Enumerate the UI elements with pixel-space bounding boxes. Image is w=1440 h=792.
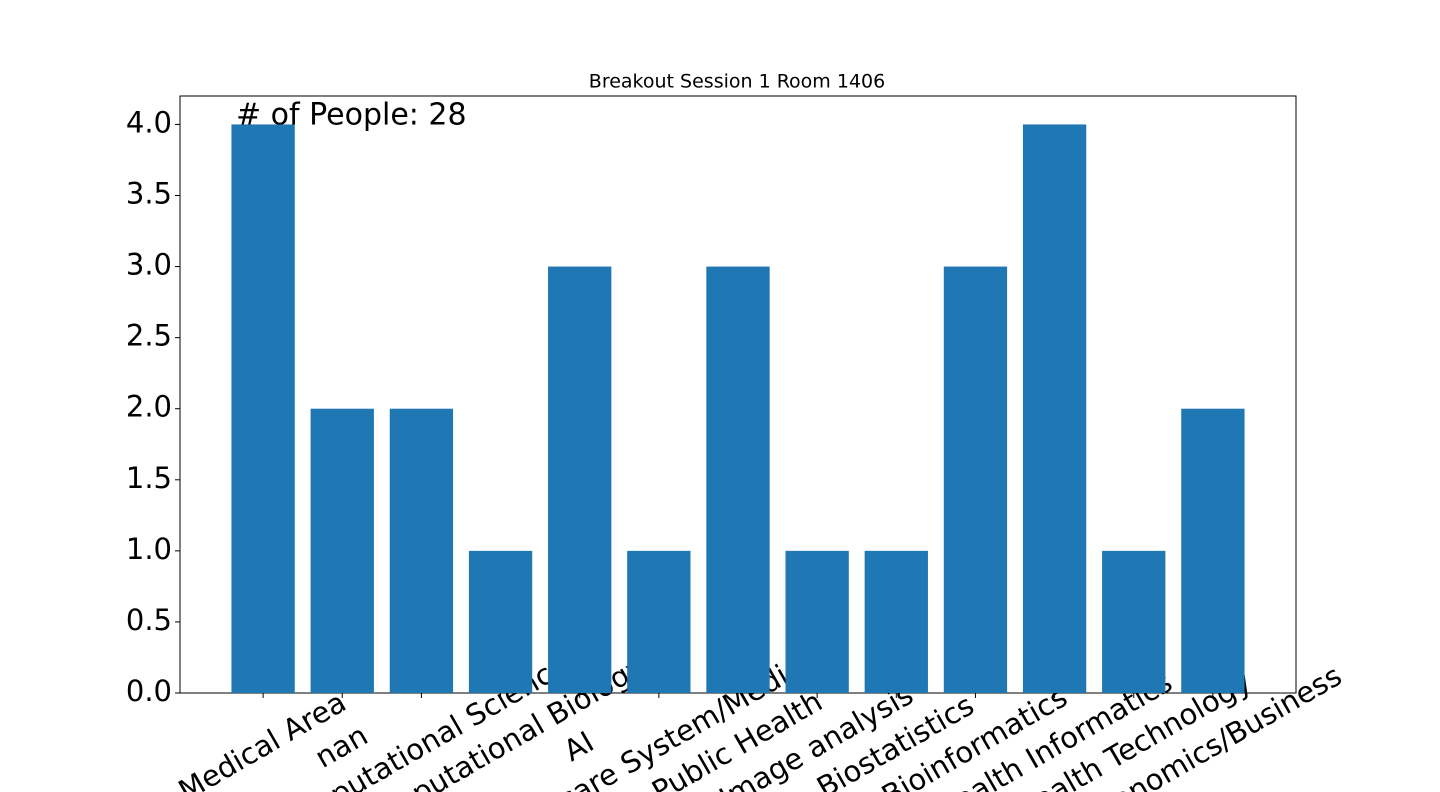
y-tick-label: 3.0 bbox=[126, 248, 172, 282]
y-tick-label: 3.5 bbox=[126, 177, 172, 211]
bar bbox=[1102, 550, 1166, 693]
bar bbox=[1181, 408, 1245, 693]
bar bbox=[785, 550, 849, 693]
bar bbox=[548, 266, 612, 693]
bar bbox=[231, 124, 295, 693]
y-tick-label: 0.0 bbox=[126, 674, 172, 708]
chart-title: Breakout Session 1 Room 1406 bbox=[589, 71, 885, 93]
bar bbox=[389, 408, 454, 693]
x-tick-label: AI bbox=[558, 724, 600, 768]
bar bbox=[943, 266, 1008, 693]
bar bbox=[627, 550, 691, 693]
bar bbox=[468, 550, 533, 693]
y-tick-label: 1.0 bbox=[126, 532, 172, 566]
y-tick-label: 2.0 bbox=[126, 390, 172, 424]
y-tick-label: 1.5 bbox=[126, 461, 172, 495]
bar bbox=[1022, 124, 1087, 693]
bar bbox=[310, 408, 374, 693]
y-tick-label: 2.5 bbox=[126, 319, 172, 353]
y-tick-label: 4.0 bbox=[126, 105, 172, 139]
bar bbox=[864, 550, 928, 693]
y-tick-label: 0.5 bbox=[126, 603, 172, 637]
bar bbox=[706, 266, 770, 693]
